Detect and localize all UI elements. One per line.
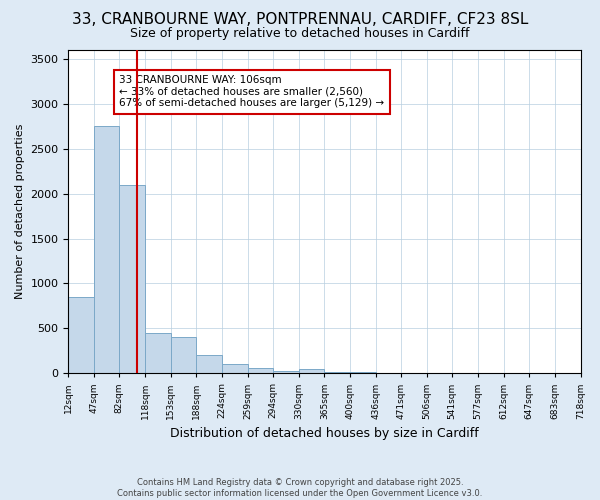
Bar bbox=[145, 333, 170, 374]
Bar bbox=[94, 126, 119, 374]
Bar bbox=[299, 369, 325, 374]
Bar bbox=[325, 372, 350, 374]
Bar bbox=[68, 297, 94, 374]
Y-axis label: Number of detached properties: Number of detached properties bbox=[15, 124, 25, 300]
Bar bbox=[222, 364, 248, 374]
Text: 33, CRANBOURNE WAY, PONTPRENNAU, CARDIFF, CF23 8SL: 33, CRANBOURNE WAY, PONTPRENNAU, CARDIFF… bbox=[72, 12, 528, 28]
Bar bbox=[273, 370, 299, 374]
Bar bbox=[170, 338, 196, 374]
Bar bbox=[350, 372, 376, 374]
Bar bbox=[196, 356, 222, 374]
Bar bbox=[119, 184, 145, 374]
Text: Contains HM Land Registry data © Crown copyright and database right 2025.
Contai: Contains HM Land Registry data © Crown c… bbox=[118, 478, 482, 498]
Bar bbox=[248, 368, 273, 374]
Text: 33 CRANBOURNE WAY: 106sqm
← 33% of detached houses are smaller (2,560)
67% of se: 33 CRANBOURNE WAY: 106sqm ← 33% of detac… bbox=[119, 75, 385, 108]
Text: Size of property relative to detached houses in Cardiff: Size of property relative to detached ho… bbox=[130, 28, 470, 40]
X-axis label: Distribution of detached houses by size in Cardiff: Distribution of detached houses by size … bbox=[170, 427, 479, 440]
